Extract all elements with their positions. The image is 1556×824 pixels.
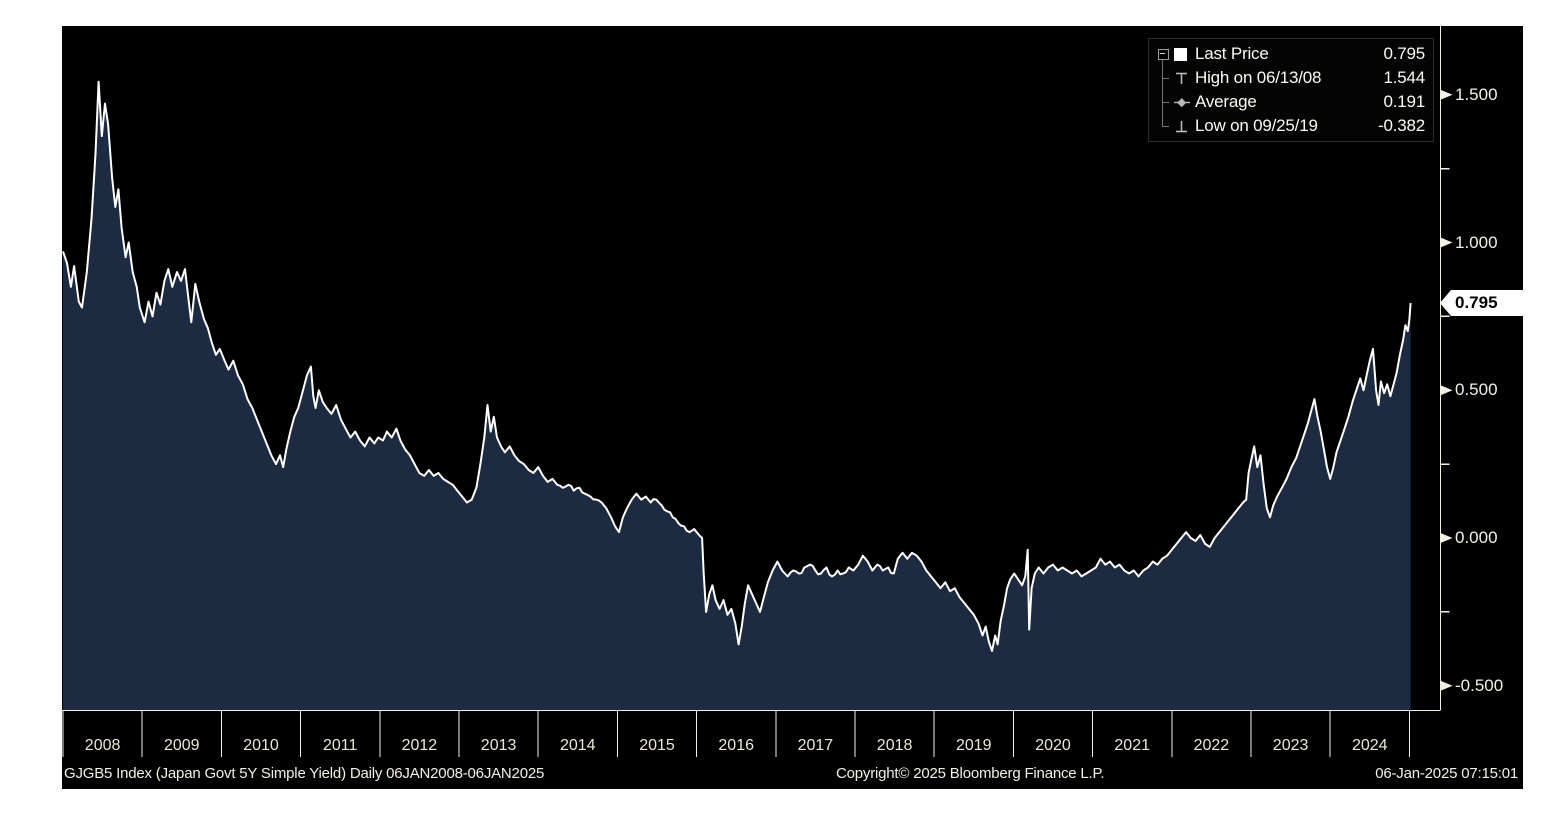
chart-window: Last Price 0.795 High on 06/13/08 1.544 [62,26,1524,789]
x-axis-year-label: 2013 [480,737,517,754]
x-axis-year-label: 2023 [1272,737,1309,754]
x-axis-year-label: 2020 [1035,737,1071,754]
legend-tree-gutter [1154,42,1174,66]
x-axis-year-label: 2016 [718,737,754,754]
legend-tree-gutter [1154,66,1174,90]
legend-label: High on 06/13/08 [1195,68,1322,87]
y-axis-label: 1.500 [1455,84,1498,104]
y-axis-label: 1.000 [1455,232,1498,252]
x-axis-year-label: 2019 [955,737,992,754]
x-axis-year-label: 2011 [322,737,358,754]
x-axis-year-label: 2015 [639,737,675,754]
y-axis-label: 0.500 [1455,380,1498,400]
x-axis-year-label: 2010 [243,737,279,754]
last-price-swatch-icon [1174,47,1195,61]
x-axis-year-label: 2021 [1114,737,1150,754]
average-marker-icon [1174,95,1195,110]
price-area-plot[interactable] [62,26,1523,789]
footer-security-description: GJGB5 Index (Japan Govt 5Y Simple Yield)… [64,765,545,782]
x-axis-year-label: 2008 [84,737,121,754]
y-axis-label: 0.000 [1455,528,1498,547]
legend-value: 1.544 [1383,68,1425,87]
collapse-icon[interactable] [1158,49,1169,60]
legend-box: Last Price 0.795 High on 06/13/08 1.544 [1148,38,1434,142]
legend-tree-gutter [1154,90,1174,114]
x-axis-year-label: 2014 [559,737,596,754]
price-line [62,80,1412,652]
footer-copyright: Copyright© 2025 Bloomberg Finance L.P. [836,765,1105,782]
y-axis-tick-arrow [1440,533,1453,543]
legend-row-low[interactable]: Low on 09/25/19 -0.382 [1154,114,1425,138]
legend-row-average[interactable]: Average 0.191 [1154,90,1425,114]
footer-timestamp: 06-Jan-2025 07:15:01 [1375,765,1518,782]
legend-value: 0.795 [1383,44,1425,63]
legend-label: Last Price [1195,44,1269,63]
y-axis-tick-arrow [1440,385,1453,396]
last-price-tag: 0.795 [1440,290,1524,316]
x-axis-year-label: 2018 [876,737,913,754]
price-area-fill [63,81,1411,710]
x-axis-year-label: 2012 [401,737,438,754]
legend-tree-gutter [1154,114,1174,138]
x-axis-year-label: 2022 [1193,737,1230,754]
legend-value: -0.382 [1377,116,1425,135]
high-marker-icon [1174,71,1195,86]
legend-row-high[interactable]: High on 06/13/08 1.544 [1154,66,1425,90]
x-axis-year-label: 2024 [1351,737,1388,754]
y-axis-tick-arrow [1440,89,1453,100]
x-axis-year-label: 2017 [797,737,834,754]
legend-value: 0.191 [1383,92,1425,111]
legend-label: Average [1195,92,1257,111]
y-axis-tick-arrow [1440,237,1453,248]
x-axis-year-label: 2009 [163,737,200,754]
low-marker-icon [1174,119,1195,134]
legend-label: Low on 09/25/19 [1195,116,1318,135]
y-axis-label: -0.500 [1455,675,1504,695]
y-axis-tick-arrow [1440,680,1453,691]
legend-row-last-price[interactable]: Last Price 0.795 [1154,42,1425,66]
